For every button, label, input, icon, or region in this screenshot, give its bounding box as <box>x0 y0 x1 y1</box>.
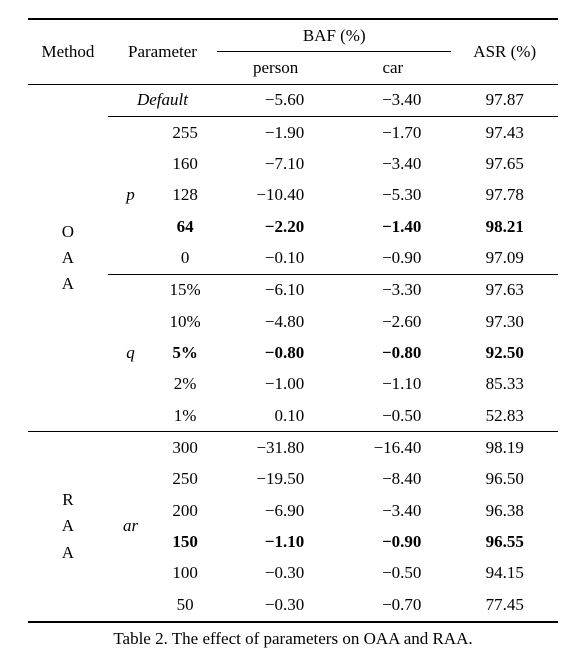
method-raa: R A A <box>28 432 108 622</box>
cell-asr: 96.50 <box>451 464 558 495</box>
col-subheader-person: person <box>217 52 334 84</box>
cell-asr: 96.55 <box>451 527 558 558</box>
cell-car: −1.40 <box>334 211 451 242</box>
cell-person: −6.90 <box>217 495 334 526</box>
param-value: 1% <box>153 400 217 432</box>
cell-car: −8.40 <box>334 464 451 495</box>
col-header-method: Method <box>28 19 108 84</box>
col-header-asr: ASR (%) <box>451 19 558 84</box>
cell-person: −1.00 <box>217 369 334 400</box>
cell-asr: 96.38 <box>451 495 558 526</box>
cell-person: −6.10 <box>217 274 334 306</box>
param-value: 15% <box>153 274 217 306</box>
param-value: 128 <box>153 180 217 211</box>
method-raa-letter: A <box>62 516 74 535</box>
method-raa-letter: R <box>62 490 73 509</box>
param-q: q <box>108 274 153 432</box>
cell-asr: 92.50 <box>451 337 558 368</box>
cell-person: −1.90 <box>217 117 334 149</box>
method-oaa-letter: A <box>62 274 74 293</box>
cell-person: −1.10 <box>217 527 334 558</box>
cell-person: −4.80 <box>217 306 334 337</box>
method-oaa-letter: O <box>62 222 74 241</box>
col-subheader-car: car <box>334 52 451 84</box>
cell-person: −0.10 <box>217 242 334 274</box>
param-value: 10% <box>153 306 217 337</box>
cell-asr: 97.30 <box>451 306 558 337</box>
cell-asr: 94.15 <box>451 558 558 589</box>
cell-person: −31.80 <box>217 432 334 464</box>
cell-car: −0.50 <box>334 400 451 432</box>
cell-car: −3.40 <box>334 148 451 179</box>
cell-car: −0.90 <box>334 527 451 558</box>
cell-car: −0.50 <box>334 558 451 589</box>
param-value: 250 <box>153 464 217 495</box>
cell-asr: 85.33 <box>451 369 558 400</box>
cell-asr: 77.45 <box>451 589 558 621</box>
cell-person: 0.10 <box>217 400 334 432</box>
cell-car: −3.40 <box>334 495 451 526</box>
param-ar: ar <box>108 432 153 622</box>
param-value: 0 <box>153 242 217 274</box>
cell-car: −1.10 <box>334 369 451 400</box>
param-value: 150 <box>153 527 217 558</box>
cell-asr: 97.43 <box>451 117 558 149</box>
cell-asr: 97.78 <box>451 180 558 211</box>
cell-asr: 52.83 <box>451 400 558 432</box>
cell-car: −16.40 <box>334 432 451 464</box>
cell-person: −5.60 <box>217 84 334 116</box>
cell-person: −7.10 <box>217 148 334 179</box>
cell-person: −10.40 <box>217 180 334 211</box>
param-p: p <box>108 117 153 275</box>
cell-person: −0.30 <box>217 589 334 621</box>
cell-person: −2.20 <box>217 211 334 242</box>
cell-car: −3.30 <box>334 274 451 306</box>
param-value: 64 <box>153 211 217 242</box>
param-value: 5% <box>153 337 217 368</box>
col-header-baf: BAF (%) <box>217 19 451 52</box>
param-value: 50 <box>153 589 217 621</box>
param-value: 2% <box>153 369 217 400</box>
cell-asr: 97.65 <box>451 148 558 179</box>
cell-car: −1.70 <box>334 117 451 149</box>
cell-person: −0.80 <box>217 337 334 368</box>
cell-person: −19.50 <box>217 464 334 495</box>
cell-asr: 97.63 <box>451 274 558 306</box>
results-table: Method Parameter BAF (%) ASR (%) person … <box>28 18 558 623</box>
method-raa-letter: A <box>62 543 74 562</box>
cell-car: −0.70 <box>334 589 451 621</box>
cell-asr: 98.19 <box>451 432 558 464</box>
cell-car: −3.40 <box>334 84 451 116</box>
cell-person: −0.30 <box>217 558 334 589</box>
cell-car: −2.60 <box>334 306 451 337</box>
cell-asr: 98.21 <box>451 211 558 242</box>
param-value: 300 <box>153 432 217 464</box>
method-oaa-letter: A <box>62 248 74 267</box>
cell-car: −0.80 <box>334 337 451 368</box>
cell-car: −0.90 <box>334 242 451 274</box>
method-oaa: O A A <box>28 84 108 432</box>
param-value: 255 <box>153 117 217 149</box>
table-caption: Table 2. The effect of parameters on OAA… <box>28 629 558 649</box>
param-value: 100 <box>153 558 217 589</box>
param-default: Default <box>108 84 217 116</box>
cell-car: −5.30 <box>334 180 451 211</box>
param-value: 160 <box>153 148 217 179</box>
cell-asr: 97.87 <box>451 84 558 116</box>
cell-asr: 97.09 <box>451 242 558 274</box>
col-header-parameter: Parameter <box>108 19 217 84</box>
param-value: 200 <box>153 495 217 526</box>
